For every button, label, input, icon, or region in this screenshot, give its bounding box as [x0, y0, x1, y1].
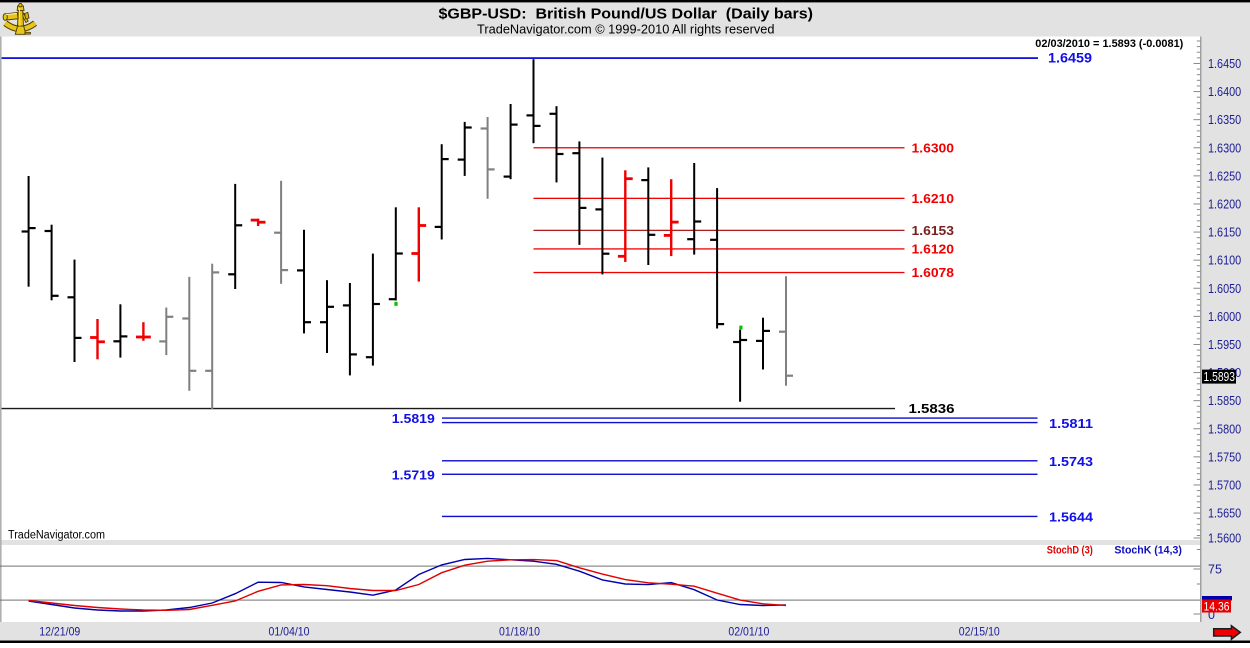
svg-text:1.5811: 1.5811 — [1049, 416, 1093, 431]
svg-text:1.6300: 1.6300 — [1208, 141, 1241, 155]
svg-text:1.5893: 1.5893 — [1204, 370, 1236, 384]
svg-text:1.5750: 1.5750 — [1208, 450, 1241, 464]
svg-text:1.6050: 1.6050 — [1208, 282, 1241, 296]
svg-text:1.6100: 1.6100 — [1208, 254, 1241, 268]
svg-text:1.6200: 1.6200 — [1208, 198, 1241, 212]
svg-text:1.6300: 1.6300 — [912, 140, 955, 155]
svg-text:1.6350: 1.6350 — [1208, 113, 1241, 127]
svg-text:1.5600: 1.5600 — [1208, 532, 1241, 546]
svg-text:75: 75 — [1208, 563, 1222, 577]
svg-text:1.5644: 1.5644 — [1049, 510, 1094, 525]
svg-text:1.6450: 1.6450 — [1208, 57, 1241, 71]
svg-text:1.5743: 1.5743 — [1049, 454, 1093, 469]
svg-text:02/03/2010 = 1.5893 (-0.0081): 02/03/2010 = 1.5893 (-0.0081) — [1035, 38, 1183, 50]
svg-text:1.6210: 1.6210 — [912, 191, 955, 206]
svg-text:14.36: 14.36 — [1204, 599, 1230, 613]
svg-text:StochD (3): StochD (3) — [1047, 544, 1093, 556]
svg-text:1.5800: 1.5800 — [1208, 422, 1241, 436]
svg-text:02/15/10: 02/15/10 — [959, 625, 1000, 639]
svg-text:1.5950: 1.5950 — [1208, 338, 1241, 352]
svg-text:1.6459: 1.6459 — [1048, 49, 1092, 65]
svg-text:12/21/09: 12/21/09 — [39, 625, 80, 639]
svg-text:1.5850: 1.5850 — [1208, 394, 1241, 408]
svg-text:02/01/10: 02/01/10 — [728, 625, 769, 639]
svg-text:1.6153: 1.6153 — [912, 223, 955, 238]
svg-text:StochK (14,3): StochK (14,3) — [1114, 544, 1182, 556]
svg-text:1.5700: 1.5700 — [1208, 479, 1241, 493]
svg-text:1.6400: 1.6400 — [1208, 85, 1241, 99]
svg-text:1.6000: 1.6000 — [1208, 310, 1241, 324]
svg-text:TradeNavigator.com: TradeNavigator.com — [8, 530, 105, 542]
svg-text:01/04/10: 01/04/10 — [269, 625, 310, 639]
svg-text:01/18/10: 01/18/10 — [499, 625, 540, 639]
svg-text:1.6120: 1.6120 — [912, 242, 955, 257]
svg-text:$GBP-USD: British Pound/US Do: $GBP-USD: British Pound/US Dollar (Daily… — [439, 6, 814, 23]
svg-text:1.6250: 1.6250 — [1208, 169, 1241, 183]
svg-text:1.5719: 1.5719 — [392, 467, 435, 482]
svg-text:1.6150: 1.6150 — [1208, 226, 1241, 240]
svg-text:1.6078: 1.6078 — [912, 265, 955, 280]
svg-text:1.5650: 1.5650 — [1208, 507, 1241, 521]
svg-text:TradeNavigator.com © 1999-2010: TradeNavigator.com © 1999-2010 All right… — [477, 22, 775, 37]
svg-text:1.5819: 1.5819 — [392, 411, 435, 426]
svg-text:1.5836: 1.5836 — [909, 401, 955, 416]
